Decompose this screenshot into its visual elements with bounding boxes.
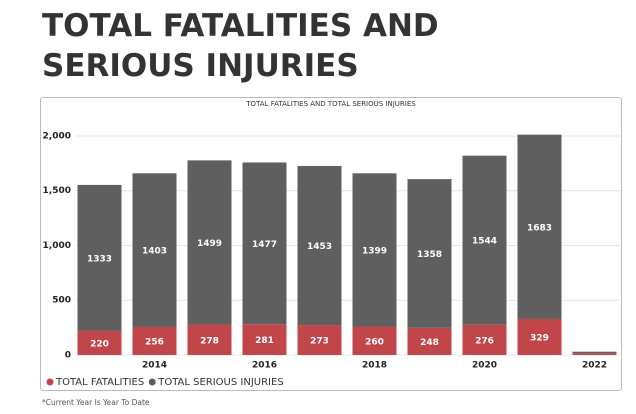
bar-segment [352,173,397,327]
bar-segment [462,155,507,325]
bar-segment [517,318,562,355]
y-tick-label: 2,000 [43,131,71,141]
bar-segment [242,324,287,355]
bar-segment [407,327,452,355]
footnote: *Current Year Is Year To Date [42,398,150,407]
y-tick-label: 0 [65,351,71,361]
data-label: 1453 [307,242,332,252]
bar-segment [242,162,287,325]
bar-segment [77,330,122,355]
bar-segment [572,353,617,355]
data-label: 329 [530,333,549,343]
legend-marker [46,378,54,386]
data-label: 281 [255,336,274,346]
data-label: 1683 [527,223,552,233]
y-tick-label: 500 [52,296,71,306]
data-label: 1544 [472,237,497,247]
data-label: 1333 [87,254,112,264]
bar-segment [297,165,342,326]
data-label: 1499 [197,239,222,249]
data-label: 1399 [362,246,387,256]
y-tick-label: 1,000 [43,241,71,251]
page-title: TOTAL FATALITIES AND SERIOUS INJURIES [42,8,439,84]
data-label: 278 [200,336,219,346]
data-label: 1477 [252,240,277,250]
x-tick-label: 2018 [362,361,387,371]
bar-segment [297,325,342,355]
bar-segment [407,179,452,328]
data-label: 273 [310,337,329,347]
data-label: 220 [90,339,109,349]
bar-segment [517,134,562,319]
data-label: 248 [420,338,439,348]
bar-segment [132,173,177,327]
bar-segment [352,326,397,355]
legend-label: TOTAL FATALITIES [55,377,144,388]
data-label: 256 [145,337,164,347]
bar-segment [572,351,617,354]
data-label: 1358 [417,250,442,260]
x-tick-label: 2016 [252,361,277,371]
chart-title: TOTAL FATALITIES AND TOTAL SERIOUS INJUR… [245,100,416,108]
bar-segment [77,184,122,331]
y-tick-label: 1,500 [43,186,71,196]
legend-label: TOTAL SERIOUS INJURIES [157,377,283,388]
chart-frame [40,97,622,391]
x-tick-label: 2022 [582,361,607,371]
legend-marker [148,378,156,386]
x-tick-label: 2020 [472,361,497,371]
data-label: 276 [475,336,494,346]
bar-segment [462,324,507,355]
bar-segment [187,160,232,325]
data-label: 1403 [142,247,167,257]
data-label: 260 [365,337,384,347]
bar-segment [187,324,232,355]
x-tick-label: 2014 [142,361,167,371]
bar-segment [132,326,177,355]
